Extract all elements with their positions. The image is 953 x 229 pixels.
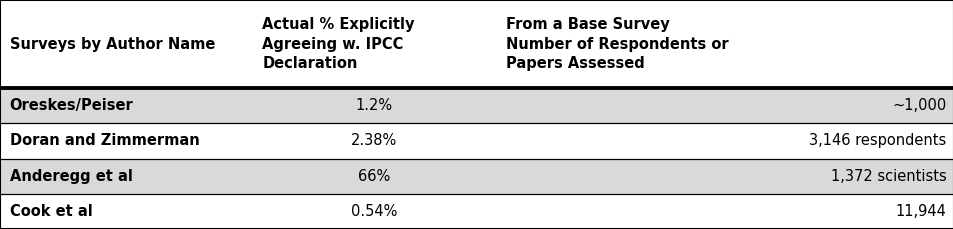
Text: 2.38%: 2.38% (351, 134, 397, 148)
Text: From a Base Survey
Number of Respondents or
Papers Assessed: From a Base Survey Number of Respondents… (505, 17, 727, 71)
Text: 3,146 respondents: 3,146 respondents (808, 134, 945, 148)
Bar (0, 123, 953, 158)
Text: 1.2%: 1.2% (355, 98, 393, 113)
Bar (0, 0, 953, 88)
Text: Cook et al: Cook et al (10, 204, 92, 219)
Bar (0, 88, 953, 123)
Bar (0, 158, 953, 194)
Text: Anderegg et al: Anderegg et al (10, 169, 132, 184)
Text: 0.54%: 0.54% (351, 204, 397, 219)
Text: Surveys by Author Name: Surveys by Author Name (10, 37, 214, 52)
Text: ~1,000: ~1,000 (891, 98, 945, 113)
Text: Oreskes/Peiser: Oreskes/Peiser (10, 98, 133, 113)
Text: Doran and Zimmerman: Doran and Zimmerman (10, 134, 199, 148)
Text: 1,372 scientists: 1,372 scientists (830, 169, 945, 184)
Text: 66%: 66% (358, 169, 390, 184)
Text: 11,944: 11,944 (895, 204, 945, 219)
Text: Actual % Explicitly
Agreeing w. IPCC
Declaration: Actual % Explicitly Agreeing w. IPCC Dec… (262, 17, 415, 71)
Bar (0, 194, 953, 229)
